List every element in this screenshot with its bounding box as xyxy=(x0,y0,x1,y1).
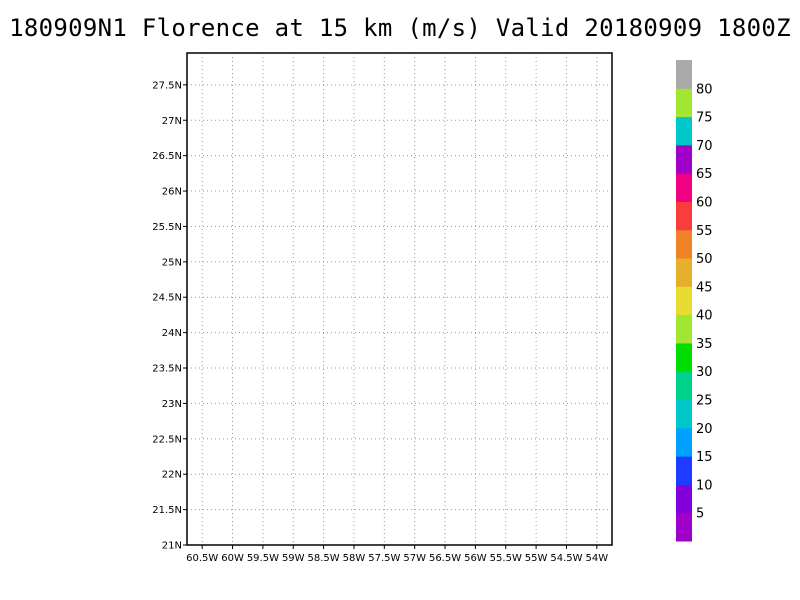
lon-tick-label: 55W xyxy=(525,553,548,564)
lon-tick-label: 56W xyxy=(464,553,487,564)
lon-tick-label: 57W xyxy=(403,553,426,564)
lat-tick-label: 21N xyxy=(162,541,182,552)
lon-tick-label: 58W xyxy=(343,553,366,564)
color-scale-bar: 5 10 15 20 25 30 35 40 45 50 55 60 65 70 75 80 xyxy=(676,60,713,542)
lat-tick-label: 25N xyxy=(162,257,182,268)
lon-tick-label: 55.5W xyxy=(490,553,522,564)
lat-tick-label: 26.5N xyxy=(152,151,182,162)
map-frame xyxy=(186,52,613,546)
color-swatch xyxy=(676,88,692,118)
grid-lines xyxy=(187,53,612,545)
lon-tick-label: 60W xyxy=(221,553,244,564)
longitude-axis: 60.5W 60W 59.5W 59W 58.5W 58W 57.5W 57W 56.5W 56W… xyxy=(186,545,608,564)
map-title: 180909N1 Florence at 15 km (m/s) Valid 2… xyxy=(9,14,791,42)
color-swatch xyxy=(676,201,692,231)
color-scale-label: 50 xyxy=(696,252,713,267)
color-scale-label: 70 xyxy=(696,139,713,154)
color-scale-label: 45 xyxy=(696,280,713,295)
lat-tick-label: 22N xyxy=(162,470,182,481)
lat-tick-label: 27N xyxy=(162,116,182,127)
color-swatch xyxy=(676,371,692,401)
color-scale-label: 75 xyxy=(696,111,713,126)
lon-tick-label: 54W xyxy=(586,553,609,564)
lon-tick-label: 60.5W xyxy=(186,553,218,564)
lon-tick-label: 57.5W xyxy=(368,553,400,564)
color-swatch xyxy=(676,314,692,344)
color-scale-label: 35 xyxy=(696,337,713,352)
lat-tick-label: 24.5N xyxy=(152,293,182,304)
color-scale-label: 55 xyxy=(696,224,713,239)
color-scale-label: 80 xyxy=(696,82,713,97)
color-scale-label: 15 xyxy=(696,450,713,465)
color-swatch xyxy=(676,342,692,372)
lon-tick-label: 59W xyxy=(282,553,305,564)
lat-tick-label: 27.5N xyxy=(152,80,182,91)
color-swatch xyxy=(676,229,692,259)
color-scale-label: 5 xyxy=(696,507,704,522)
lon-tick-label: 58.5W xyxy=(308,553,340,564)
color-swatch xyxy=(676,456,692,485)
lon-tick-label: 59.5W xyxy=(247,553,279,564)
latitude-axis: 21N 21.5N 22N 22.5N 23N 23.5N 24N 24.5N 25N 25.5N… xyxy=(152,80,187,552)
color-swatch xyxy=(676,427,692,457)
lat-tick-label: 25.5N xyxy=(152,222,182,233)
lat-tick-label: 21.5N xyxy=(152,505,182,516)
color-swatch xyxy=(676,258,692,287)
lat-tick-label: 24N xyxy=(162,328,182,339)
color-swatch xyxy=(676,144,692,174)
lon-tick-label: 56.5W xyxy=(429,553,461,564)
color-scale-label: 60 xyxy=(696,195,713,210)
lat-tick-label: 23N xyxy=(162,399,182,410)
color-swatch xyxy=(676,60,692,89)
color-scale-label: 20 xyxy=(696,422,713,437)
color-scale-label: 40 xyxy=(696,309,713,324)
lat-tick-label: 23.5N xyxy=(152,364,182,375)
color-swatch xyxy=(676,512,692,542)
color-scale-label: 65 xyxy=(696,167,713,182)
color-scale-label: 30 xyxy=(696,365,713,380)
color-swatch xyxy=(676,484,692,514)
lon-tick-label: 54.5W xyxy=(550,553,582,564)
lat-tick-label: 26N xyxy=(162,187,182,198)
color-swatch xyxy=(676,173,692,202)
color-swatch xyxy=(676,116,692,146)
color-scale-label: 25 xyxy=(696,394,713,409)
color-swatch xyxy=(676,399,692,429)
color-swatch xyxy=(676,286,692,316)
lat-tick-label: 22.5N xyxy=(152,434,182,445)
color-scale-label: 10 xyxy=(696,478,713,493)
